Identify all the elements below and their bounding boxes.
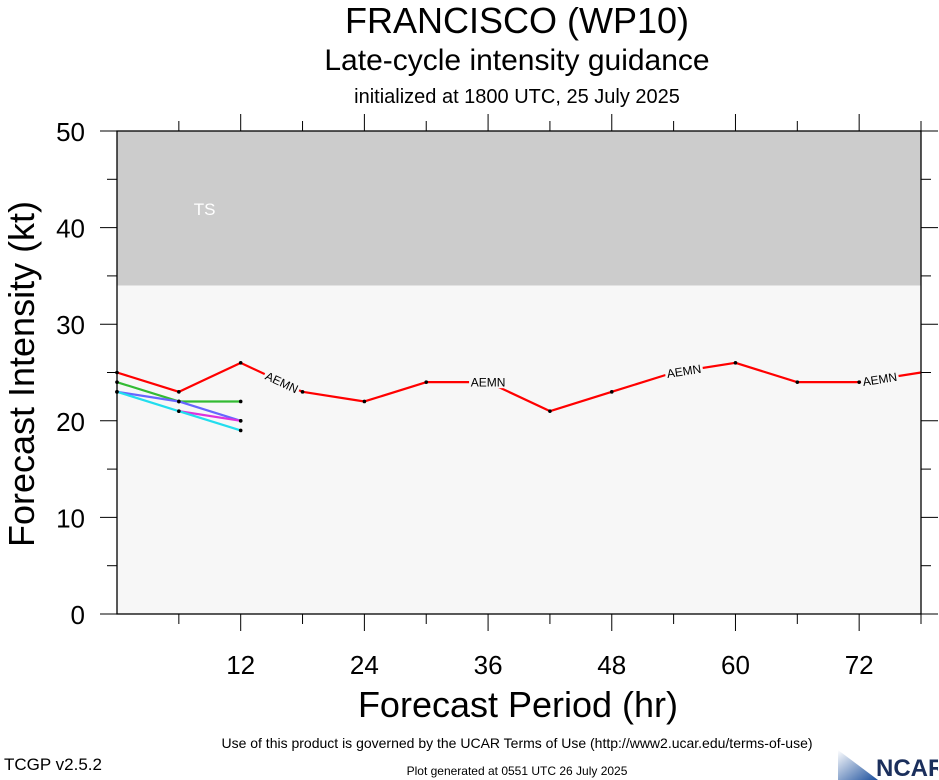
series-label: AEMN [471,376,506,390]
version-label: TCGP v2.5.2 [4,755,102,774]
data-point [300,390,305,394]
series-label: AEMN [862,370,898,389]
x-tick-label: 48 [597,650,626,680]
x-tick-label: 12 [226,650,255,680]
y-tick-label: 0 [71,600,85,630]
band-below-ts [117,285,921,614]
ncar-logo: NCAR [838,750,938,780]
data-point [362,399,367,404]
chart-subtitle: Late-cycle intensity guidance [324,44,710,77]
intensity-bands: TS [117,131,921,614]
series-label: AEMN [666,362,702,381]
y-tick-label: 20 [56,407,85,437]
y-axis-label: Forecast Intensity (kt) [1,201,42,547]
series-label-bg [664,361,704,380]
x-axis-label: Forecast Period (hr) [358,684,678,725]
data-point [238,428,243,433]
x-tick-label: 60 [721,650,750,680]
generated-timestamp: Plot generated at 0551 UTC 26 July 2025 [406,764,628,778]
series-label-bg [469,375,508,389]
svg-text:NCAR: NCAR [876,755,938,780]
x-tick-label: 36 [474,650,503,680]
data-point [548,409,552,413]
x-tick-label: 72 [845,650,874,680]
terms-of-use-text: Use of this product is governed by the U… [221,735,813,751]
y-tick-label: 40 [56,214,85,244]
series-line-guidance-3 [178,410,241,422]
x-tick-label: 24 [350,650,379,680]
data-point [177,399,181,404]
y-tick-label: 10 [56,503,85,533]
band-ts [117,131,921,286]
y-tick-label: 30 [56,310,85,340]
data-point [177,409,181,413]
chart-title: FRANCISCO (WP10) [344,0,690,41]
data-point [238,419,243,423]
data-point [424,380,429,384]
initialization-time: initialized at 1800 UTC, 25 July 2025 [354,86,680,108]
data-point [733,361,738,365]
series-label-bg [859,369,900,388]
data-point [795,380,800,384]
y-tick-label: 50 [56,117,85,147]
series-label-bg [262,367,303,396]
data-point [609,390,614,394]
data-point [177,390,181,394]
series-line-aemn [116,361,922,413]
data-point [238,361,243,365]
data-point [857,380,861,384]
chart-axes: 0 10 20 30 40 50 12 24 36 48 60 72 [56,114,938,680]
data-point [238,399,243,404]
band-label: TS [194,200,216,219]
